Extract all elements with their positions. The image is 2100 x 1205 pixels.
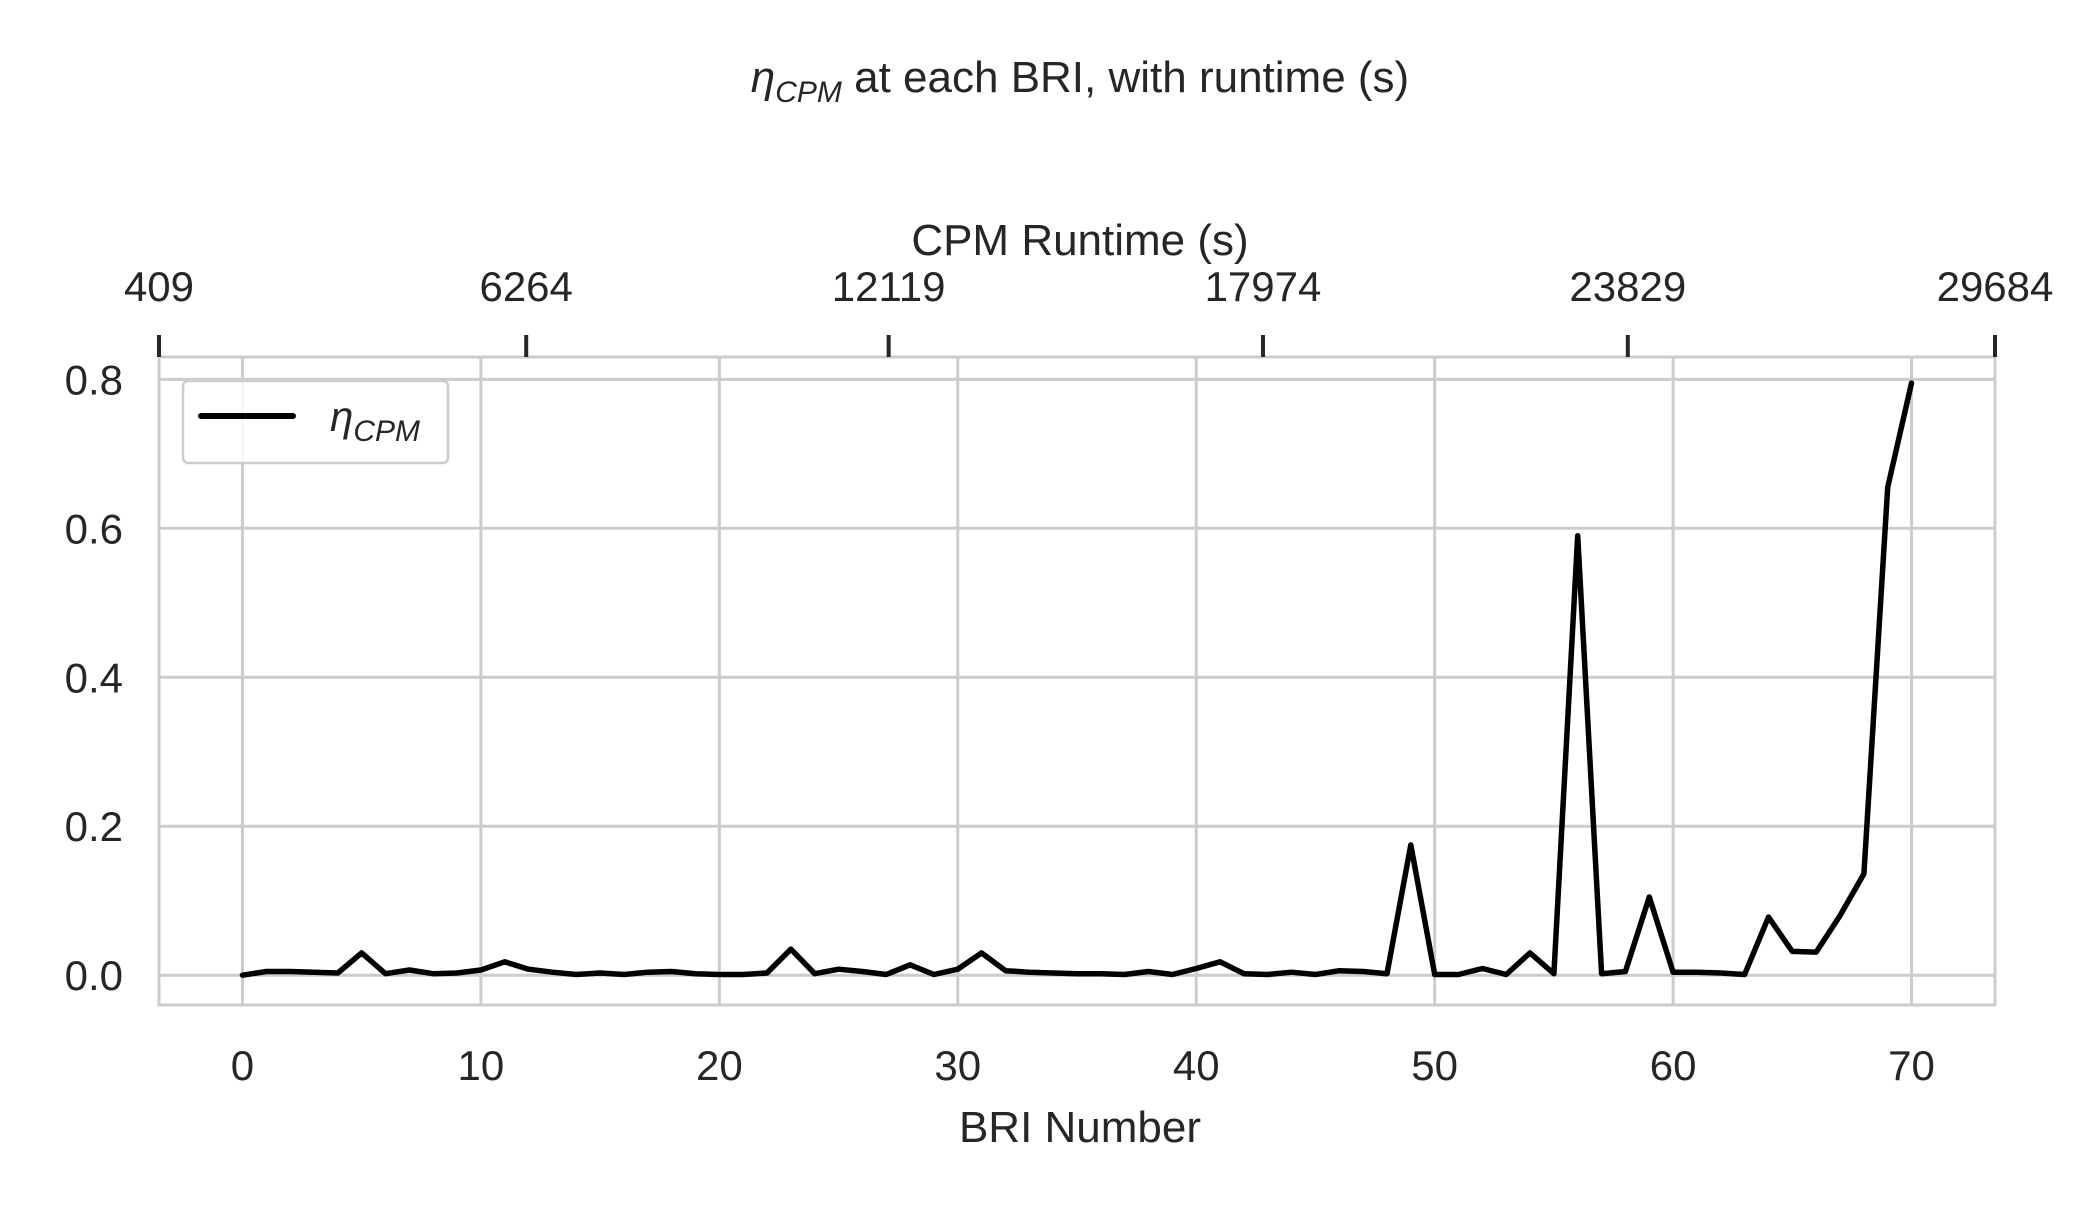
x-tick-label: 0 — [231, 1042, 254, 1089]
series-layer — [239, 380, 1915, 978]
legend-label: ηCPM — [330, 393, 420, 448]
top-tick-label: 409 — [124, 263, 194, 310]
top-tick-label: 6264 — [479, 263, 572, 310]
plot-area-frame — [157, 355, 1997, 1007]
x-tick-label: 50 — [1411, 1042, 1458, 1089]
x-tick-label: 10 — [458, 1042, 505, 1089]
legend-label-symbol: η — [330, 393, 353, 440]
chart-title-rest: at each BRI, with runtime (s) — [842, 53, 1409, 102]
chart-title-subscript: CPM — [775, 76, 842, 109]
x-tick-label: 60 — [1650, 1042, 1697, 1089]
series-line — [239, 380, 1915, 978]
top-axis-label: CPM Runtime (s) — [911, 216, 1248, 265]
top-axis-ticks: 409 6264 12119 17974 23829 29684 — [124, 263, 2053, 357]
top-tick-label: 17974 — [1205, 263, 1322, 310]
y-tick-label: 0.2 — [65, 803, 123, 850]
top-tick-label: 29684 — [1937, 263, 2054, 310]
top-tick-label: 23829 — [1569, 263, 1686, 310]
legend-label-subscript: CPM — [353, 415, 420, 448]
legend: ηCPM — [181, 379, 450, 465]
x-tick-label: 20 — [696, 1042, 743, 1089]
y-axis-ticks: 0.0 0.2 0.4 0.6 0.8 — [65, 356, 123, 999]
x-tick-label: 40 — [1173, 1042, 1220, 1089]
x-tick-label: 70 — [1888, 1042, 1935, 1089]
chart-title: ηCPM at each BRI, with runtime (s) — [751, 53, 1409, 109]
legend-box — [181, 379, 450, 465]
top-tick-label: 12119 — [832, 263, 946, 310]
x-tick-label: 30 — [934, 1042, 981, 1089]
x-axis-ticks: 0 10 20 30 40 50 60 70 — [231, 1042, 1935, 1089]
y-tick-label: 0.6 — [65, 505, 123, 552]
y-tick-label: 0.0 — [65, 952, 123, 999]
y-tick-label: 0.4 — [65, 654, 123, 701]
chart-title-symbol: η — [751, 53, 775, 102]
x-axis-label: BRI Number — [959, 1103, 1201, 1152]
y-tick-label: 0.8 — [65, 356, 123, 403]
